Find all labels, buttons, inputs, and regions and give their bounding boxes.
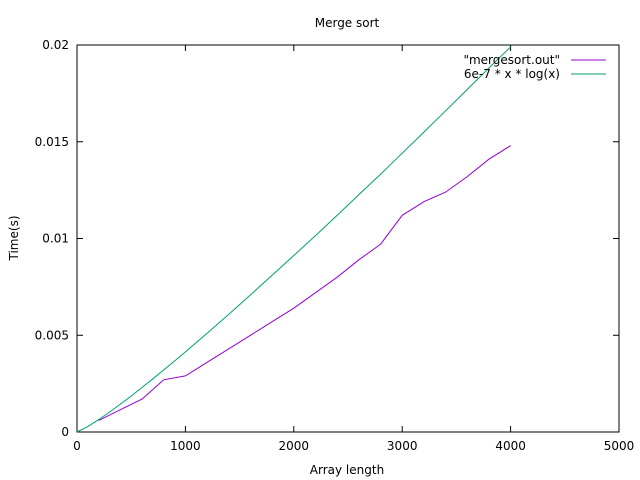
legend: "mergesort.out"6e-7 * x * log(x) (463, 53, 606, 81)
legend-label-1: 6e-7 * x * log(x) (464, 67, 560, 81)
y-tick-label: 0.02 (42, 38, 69, 52)
x-tick-label: 5000 (604, 439, 635, 453)
x-tick-label: 1000 (170, 439, 201, 453)
series-line-1 (76, 46, 511, 433)
series-lines (76, 46, 511, 433)
x-tick-label: 0 (73, 439, 81, 453)
axis-ticks: 0 1000 2000 3000 4000 5000 0 0.005 0.01 0.015 0.02 (35, 38, 635, 453)
y-axis-label: Time(s) (7, 216, 21, 262)
x-tick-label: 2000 (279, 439, 310, 453)
chart-title: Merge sort (315, 16, 380, 30)
y-tick-label: 0.005 (35, 328, 69, 342)
legend-label-0: "mergesort.out" (463, 53, 560, 67)
x-axis-label: Array length (310, 463, 384, 477)
x-tick-label: 3000 (387, 439, 418, 453)
series-line-0 (98, 145, 511, 421)
y-tick-label: 0.01 (42, 232, 69, 246)
y-tick-label: 0.015 (35, 135, 69, 149)
y-tick-label: 0 (61, 425, 69, 439)
x-tick-label: 4000 (495, 439, 526, 453)
